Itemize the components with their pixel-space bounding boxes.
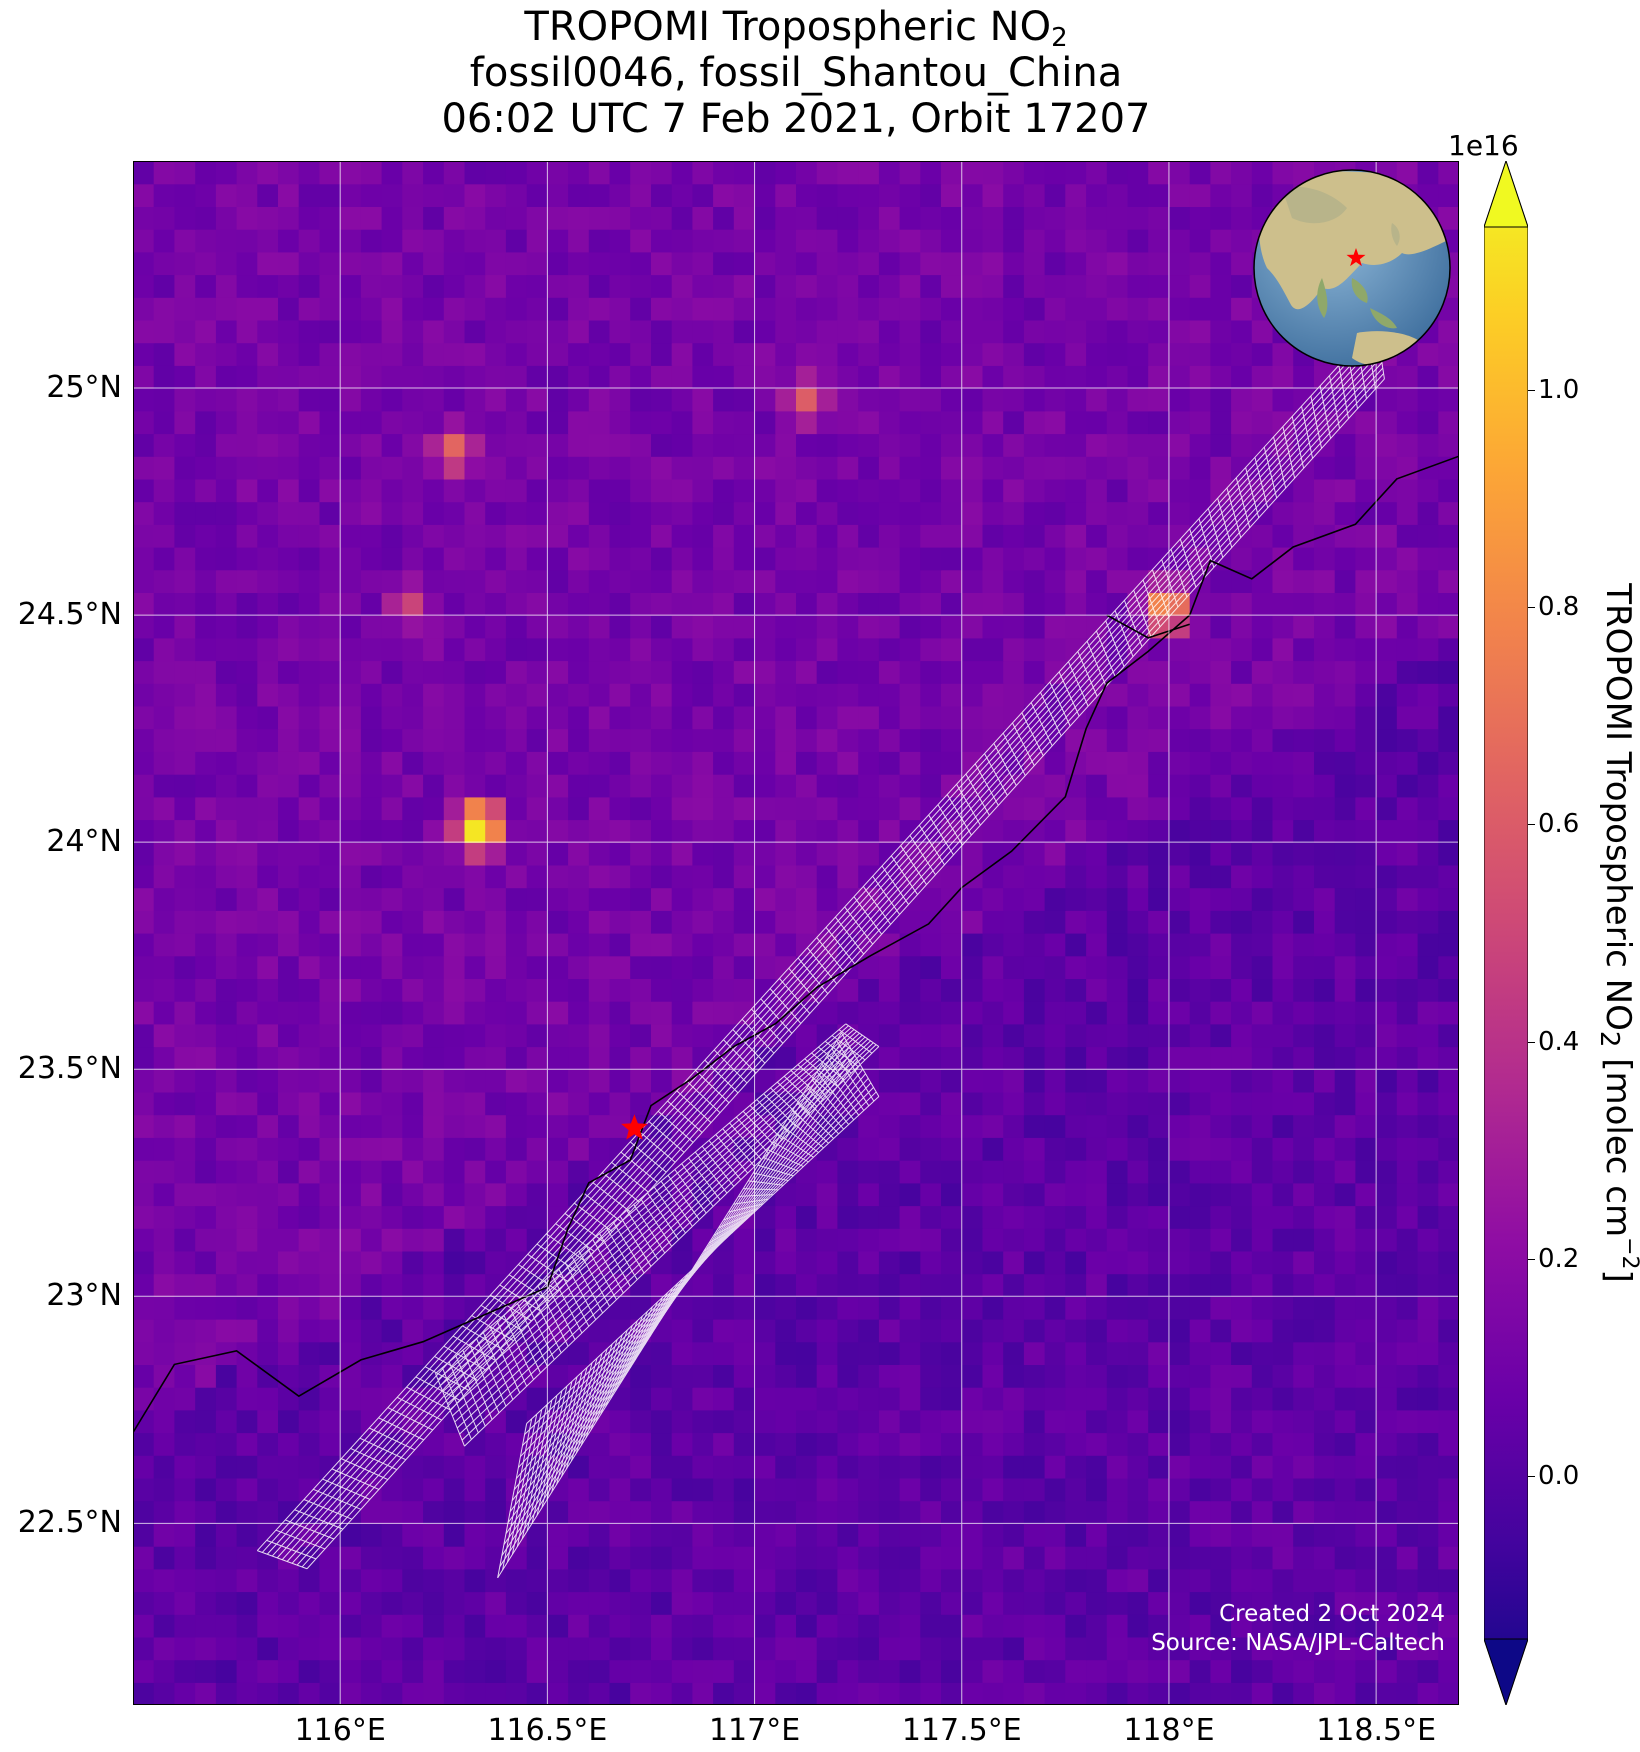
colorbar-tick-mark [1528,824,1535,826]
no2-pixel-field [133,161,1459,1705]
title-line-1: TROPOMI Tropospheric NO2 [524,4,1068,53]
map-panel[interactable] [133,161,1459,1705]
colorbar-tick-mark [1528,1476,1535,1478]
colorbar-tick-label: 0.6 [1538,809,1580,840]
colorbar-tick-mark [1528,389,1535,391]
lon-tick-label: 118.5°E [1316,1713,1437,1748]
coastline [133,455,1459,1433]
lon-tick-label: 118°E [1123,1713,1215,1748]
created-date: Created 2 Oct 2024 [1219,1601,1445,1627]
colorbar-tick-label: 0.0 [1538,1461,1580,1492]
source-text: Source: NASA/JPL-Caltech [1151,1630,1445,1656]
inset-globe [1253,169,1451,367]
colorbar-tick-label: 1.0 [1538,374,1580,405]
target-mode-swaths [256,324,1385,1579]
lon-tick-label: 116°E [294,1713,386,1748]
globe-site-marker [1346,248,1366,267]
site-marker [621,1114,648,1140]
colorbar-tick-mark [1528,607,1535,609]
lon-tick-label: 117°E [708,1713,801,1748]
graticule [133,161,1459,1705]
credit-text: Created 2 Oct 2024 Source: NASA/JPL-Calt… [1151,1600,1445,1658]
colorbar-tick-mark [1528,1041,1535,1043]
lat-tick-label: 22.5°N [17,1505,122,1541]
swath-secondary-b [497,1032,880,1579]
colorbar-exponent: 1e16 [1448,129,1519,162]
lat-tick-label: 23°N [46,1278,122,1314]
estuary-path [1106,614,1190,639]
lat-tick-label: 23.5°N [17,1051,122,1087]
site-star-marker [621,1114,648,1140]
title-line-2: fossil0046, fossil_Shantou_China [469,50,1123,96]
colorbar [1484,161,1528,1705]
colorbar-label: TROPOMI Tropospheric NO2 [molec cm−2] [1594,583,1640,1283]
colorbar-tick-label: 0.4 [1538,1026,1580,1057]
colorbar-tick-label: 0.8 [1538,592,1580,623]
lat-tick-label: 25°N [46,370,122,406]
figure-title: TROPOMI Tropospheric NO2 fossil0046, fos… [133,4,1459,142]
map-canvas[interactable] [133,161,1459,1705]
colorbar-tick-mark [1528,1258,1535,1260]
lat-tick-label: 24°N [46,824,122,860]
swath-main [256,324,1385,1570]
coastline-path [133,455,1459,1433]
title-line-3: 06:02 UTC 7 Feb 2021, Orbit 17207 [441,96,1151,142]
colorbar-tick-label: 0.2 [1538,1243,1580,1274]
lon-tick-label: 117.5°E [901,1713,1022,1748]
lon-tick-label: 116.5°E [487,1713,608,1748]
lat-tick-label: 24.5°N [17,597,122,633]
